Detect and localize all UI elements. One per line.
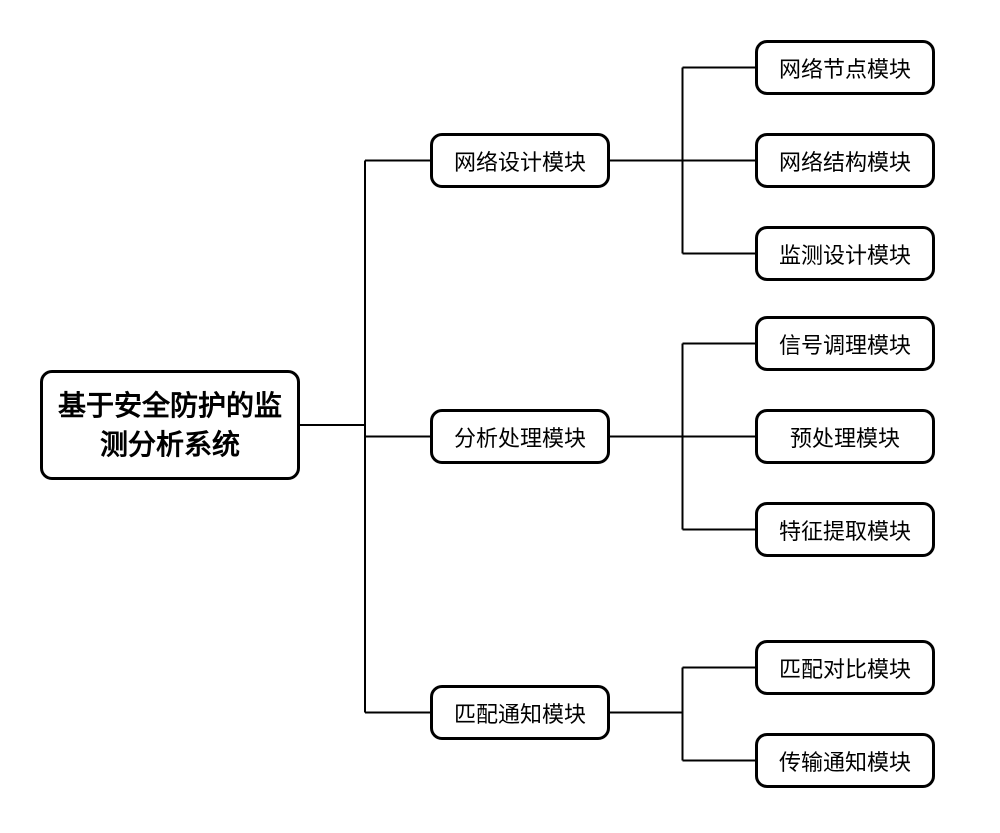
leaf-node-3-label: 信号调理模块	[779, 328, 911, 360]
leaf-node-6: 匹配对比模块	[755, 640, 935, 695]
mid-node-1: 分析处理模块	[430, 409, 610, 464]
mid-node-0: 网络设计模块	[430, 133, 610, 188]
leaf-node-0-label: 网络节点模块	[779, 52, 911, 84]
mid-node-2: 匹配通知模块	[430, 685, 610, 740]
leaf-node-5: 特征提取模块	[755, 502, 935, 557]
leaf-node-1: 网络结构模块	[755, 133, 935, 188]
leaf-node-7: 传输通知模块	[755, 733, 935, 788]
root-node: 基于安全防护的监测分析系统	[40, 370, 300, 480]
leaf-node-7-label: 传输通知模块	[779, 745, 911, 777]
leaf-node-0: 网络节点模块	[755, 40, 935, 95]
leaf-node-2-label: 监测设计模块	[779, 238, 911, 270]
leaf-node-3: 信号调理模块	[755, 316, 935, 371]
mid-node-1-label: 分析处理模块	[454, 421, 586, 453]
mid-node-2-label: 匹配通知模块	[454, 697, 586, 729]
leaf-node-1-label: 网络结构模块	[779, 145, 911, 177]
mid-node-0-label: 网络设计模块	[454, 145, 586, 177]
leaf-node-4-label: 预处理模块	[790, 421, 900, 453]
leaf-node-4: 预处理模块	[755, 409, 935, 464]
root-node-label: 基于安全防护的监测分析系统	[57, 386, 283, 464]
leaf-node-6-label: 匹配对比模块	[779, 652, 911, 684]
leaf-node-2: 监测设计模块	[755, 226, 935, 281]
leaf-node-5-label: 特征提取模块	[779, 514, 911, 546]
